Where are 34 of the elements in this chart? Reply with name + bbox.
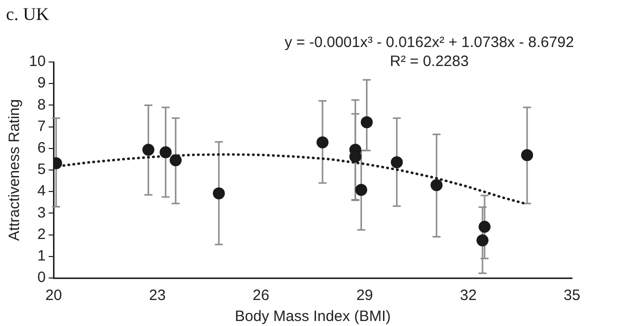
y-tick-label: 10 [28, 53, 46, 70]
point [478, 220, 491, 233]
point [430, 179, 443, 192]
point [355, 184, 368, 196]
annotation: R² = 0.2283 [388, 52, 470, 71]
y-tick-label: 3 [37, 204, 46, 222]
point [212, 187, 225, 200]
x-tick-label: 26 [252, 287, 270, 304]
x-tick-label: 29 [356, 287, 374, 304]
y-tick-label: 6 [37, 140, 46, 157]
y-axis-title: Attractiveness Rating [6, 99, 24, 241]
x-tick-label: 23 [149, 287, 166, 304]
point [390, 156, 403, 168]
point [160, 146, 172, 158]
chart-title: c. UK [6, 4, 49, 25]
y-tick-label: 2 [37, 226, 46, 243]
y-tick-label: 1 [37, 248, 46, 265]
point [316, 136, 329, 148]
text: y = -0.0001x³ - 0.0162x² + 1.0738x - 8.6792 [284, 33, 574, 52]
point [142, 144, 154, 156]
y-tick-label: 9 [37, 74, 46, 92]
point [360, 116, 373, 128]
point [521, 149, 534, 162]
y-tick-label: 4 [37, 182, 46, 200]
y-tick-label: 8 [37, 96, 46, 114]
x-tick-label: 20 [45, 287, 62, 304]
y-tick-label: 7 [37, 118, 46, 135]
y-tick-label: 5 [37, 161, 46, 178]
x-tick-label: 32 [460, 287, 477, 304]
x-tick-label: 35 [564, 287, 580, 304]
point [170, 154, 182, 166]
y-tick-label: 0 [37, 269, 46, 286]
point [476, 234, 489, 246]
x-axis-title: Body Mass Index (BMI) [234, 308, 391, 326]
